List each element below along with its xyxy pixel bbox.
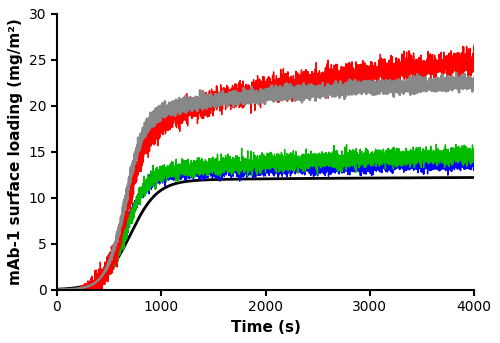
X-axis label: Time (s): Time (s) — [230, 320, 300, 335]
Y-axis label: mAb-1 surface loading (mg/m²): mAb-1 surface loading (mg/m²) — [8, 19, 24, 285]
